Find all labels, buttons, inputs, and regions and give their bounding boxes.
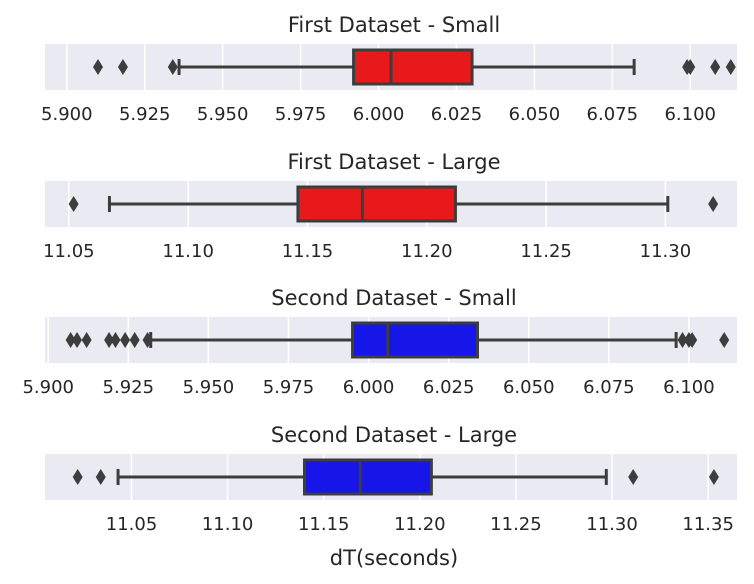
x-tick-label: 11.30 — [586, 514, 638, 535]
outlier-marker — [104, 332, 115, 348]
x-tick-label: 5.950 — [183, 377, 235, 398]
x-tick-label: 6.100 — [663, 377, 715, 398]
x-tick-label: 6.000 — [353, 104, 405, 125]
x-tick-label: 6.100 — [664, 104, 716, 125]
x-tick-label: 6.075 — [587, 104, 639, 125]
outlier-marker — [65, 332, 76, 348]
panel-4: Second Dataset - Large 11.05 11.10 11.15 11.… — [45, 423, 737, 535]
x-tick-label: 11.25 — [520, 241, 572, 262]
outlier-marker — [117, 59, 128, 75]
outlier-marker — [72, 332, 83, 348]
panel-title: Second Dataset - Large — [271, 423, 517, 447]
outlier-marker — [708, 469, 719, 485]
panel-1: First Dataset - Small 5.900 5.925 5.950 5.97… — [41, 13, 737, 125]
x-tick-label: 11.15 — [282, 241, 334, 262]
x-tick-label: 11.15 — [298, 514, 350, 535]
outlier-marker — [710, 59, 721, 75]
x-tick-label: 11.05 — [106, 514, 158, 535]
outlier-marker — [92, 59, 103, 75]
panel-2: First Dataset - Large 11.05 11.10 11.15 11.2… — [43, 150, 737, 262]
x-tick-label: 11.30 — [640, 241, 692, 262]
x-tick-label: 11.10 — [162, 241, 214, 262]
outlier-marker — [81, 332, 92, 348]
outlier-marker — [687, 332, 698, 348]
x-tick-label: 5.975 — [275, 104, 327, 125]
x-tick-label: 5.975 — [263, 377, 315, 398]
outlier-marker — [628, 469, 639, 485]
x-tick-label: 5.900 — [41, 104, 93, 125]
outlier-marker — [685, 59, 696, 75]
x-tick-label: 5.925 — [119, 104, 171, 125]
x-tick-label: 6.000 — [343, 377, 395, 398]
x-tick-label: 11.20 — [394, 514, 446, 535]
outlier-marker — [142, 332, 153, 348]
x-tick-label: 6.050 — [509, 104, 561, 125]
outlier-marker — [677, 332, 688, 348]
outlier-marker — [708, 196, 719, 212]
x-tick-label: 11.05 — [43, 241, 95, 262]
x-tick-label: 11.25 — [490, 514, 542, 535]
outlier-marker — [72, 469, 83, 485]
x-tick-label: 5.900 — [22, 377, 74, 398]
outlier-marker — [68, 196, 79, 212]
x-tick-label: 11.35 — [682, 514, 734, 535]
outlier-marker — [167, 59, 178, 75]
outlier-marker — [129, 332, 140, 348]
x-tick-label: 11.20 — [401, 241, 453, 262]
x-tick-label: 6.025 — [423, 377, 475, 398]
x-tick-label: 6.075 — [583, 377, 635, 398]
x-tick-label: 5.950 — [197, 104, 249, 125]
panel-title: First Dataset - Small — [288, 13, 500, 37]
outlier-marker — [120, 332, 131, 348]
iqr-box — [352, 48, 474, 86]
x-tick-label: 11.10 — [202, 514, 254, 535]
panel-3: Second Dataset - Small 5.900 5.925 5.950 5.9… — [22, 286, 737, 398]
x-tick-label: 6.025 — [431, 104, 483, 125]
outlier-marker — [95, 469, 106, 485]
outlier-marker — [725, 59, 736, 75]
iqr-box — [303, 458, 433, 496]
iqr-box — [351, 321, 479, 359]
x-axis-label: dT(seconds) — [330, 546, 458, 570]
panel-title: Second Dataset - Small — [271, 286, 516, 310]
iqr-box — [296, 185, 457, 223]
x-tick-label: 5.925 — [103, 377, 155, 398]
outlier-marker — [110, 332, 121, 348]
x-tick-label: 6.050 — [503, 377, 555, 398]
panel-title: First Dataset - Large — [287, 150, 500, 174]
outlier-marker — [719, 332, 730, 348]
